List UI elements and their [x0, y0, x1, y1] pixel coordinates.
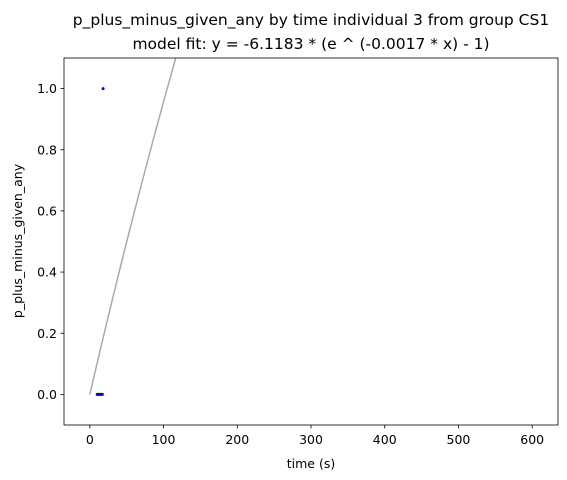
data-point: [100, 392, 104, 396]
plot-frame: [63, 57, 559, 426]
data-point: [101, 87, 105, 91]
x-tick-label: 500: [447, 432, 471, 447]
x-tick-label: 200: [225, 432, 249, 447]
chart-title: p_plus_minus_given_any by time individua…: [73, 11, 549, 30]
x-tick-label: 300: [299, 432, 323, 447]
y-axis-label: p_plus_minus_given_any: [10, 163, 25, 318]
y-tick-label: 0.2: [37, 326, 57, 341]
y-axis: 0.0 0.2 0.4 0.6 0.8 1.0: [37, 81, 64, 402]
x-tick-label: 0: [86, 432, 94, 447]
y-tick-label: 0.4: [37, 265, 57, 280]
plot-area: [89, 58, 177, 396]
x-tick-label: 600: [520, 432, 544, 447]
x-axis: 0 100 200 300 400 500 600: [86, 425, 544, 447]
model-fit-curve: [89, 58, 177, 395]
y-tick-label: 1.0: [37, 81, 57, 96]
x-tick-label: 100: [152, 432, 176, 447]
y-tick-label: 0.8: [37, 142, 57, 157]
y-tick-label: 0.6: [37, 203, 57, 218]
y-tick-label: 0.0: [37, 387, 57, 402]
chart-subtitle: model fit: y = -6.1183 * (e ^ (-0.0017 *…: [132, 35, 489, 53]
x-axis-label: time (s): [287, 456, 335, 471]
x-tick-label: 400: [373, 432, 397, 447]
